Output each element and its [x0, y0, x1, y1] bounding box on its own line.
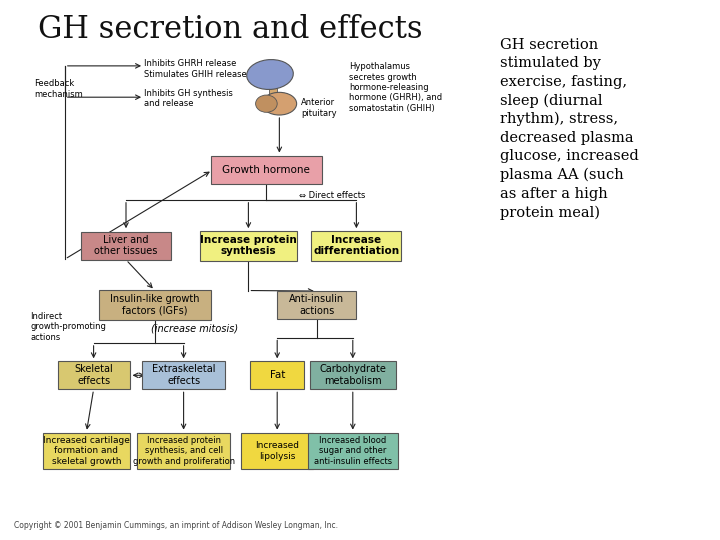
- Text: GH secretion and effects: GH secretion and effects: [38, 14, 423, 44]
- Text: Liver and
other tissues: Liver and other tissues: [94, 235, 158, 256]
- FancyBboxPatch shape: [143, 361, 225, 389]
- Text: GH secretion
stimulated by
exercise, fasting,
sleep (diurnal
rhythm), stress,
de: GH secretion stimulated by exercise, fas…: [500, 38, 639, 220]
- Text: Growth hormone: Growth hormone: [222, 165, 310, 175]
- FancyBboxPatch shape: [251, 361, 305, 389]
- Text: Anti-insulin
actions: Anti-insulin actions: [289, 294, 344, 316]
- Ellipse shape: [256, 95, 277, 112]
- FancyBboxPatch shape: [269, 85, 277, 97]
- Text: (increase mitosis): (increase mitosis): [151, 323, 238, 333]
- Text: Increase protein
synthesis: Increase protein synthesis: [200, 235, 297, 256]
- Text: Increased cartilage
formation and
skeletal growth: Increased cartilage formation and skelet…: [43, 436, 130, 466]
- Text: Increased blood
sugar and other
anti-insulin effects: Increased blood sugar and other anti-ins…: [314, 436, 392, 466]
- Text: Increase
differentiation: Increase differentiation: [313, 235, 400, 256]
- Text: Feedback
mechanism: Feedback mechanism: [35, 79, 84, 99]
- Text: ⇔ Direct effects: ⇔ Direct effects: [299, 191, 365, 200]
- Text: Carbohydrate
metabolism: Carbohydrate metabolism: [320, 364, 386, 386]
- Text: Hypothalamus
secretes growth
hormone-releasing
hormone (GHRH), and
somatostatin : Hypothalamus secretes growth hormone-rel…: [349, 62, 442, 113]
- FancyBboxPatch shape: [99, 291, 210, 320]
- FancyBboxPatch shape: [310, 361, 396, 389]
- Ellipse shape: [247, 59, 293, 90]
- FancyBboxPatch shape: [241, 433, 313, 469]
- Text: Insulin-like growth
factors (IGFs): Insulin-like growth factors (IGFs): [110, 294, 199, 316]
- Text: Fat: Fat: [269, 370, 285, 380]
- FancyBboxPatch shape: [43, 433, 130, 469]
- FancyBboxPatch shape: [199, 231, 297, 260]
- Text: Inhibits GH synthesis
and release: Inhibits GH synthesis and release: [144, 89, 233, 108]
- FancyBboxPatch shape: [277, 291, 356, 319]
- Text: Indirect
growth-promoting
actions: Indirect growth-promoting actions: [30, 312, 106, 342]
- Text: Skeletal
effects: Skeletal effects: [74, 364, 113, 386]
- FancyBboxPatch shape: [210, 156, 323, 184]
- FancyBboxPatch shape: [81, 232, 171, 260]
- FancyBboxPatch shape: [137, 433, 230, 469]
- Text: Increased
lipolysis: Increased lipolysis: [255, 441, 300, 461]
- Ellipse shape: [262, 92, 297, 115]
- Text: Increased protein
synthesis, and cell
growth and proliferation: Increased protein synthesis, and cell gr…: [132, 436, 235, 466]
- Text: Copyright © 2001 Benjamin Cummings, an imprint of Addison Wesley Longman, Inc.: Copyright © 2001 Benjamin Cummings, an i…: [14, 521, 338, 530]
- Text: Anterior
pituitary: Anterior pituitary: [301, 98, 336, 118]
- Text: Extraskeletal
effects: Extraskeletal effects: [152, 364, 215, 386]
- Text: Inhibits GHRH release
Stimulates GHIH release: Inhibits GHRH release Stimulates GHIH re…: [144, 59, 247, 79]
- FancyBboxPatch shape: [308, 433, 397, 469]
- FancyBboxPatch shape: [311, 231, 402, 260]
- FancyBboxPatch shape: [58, 361, 130, 389]
